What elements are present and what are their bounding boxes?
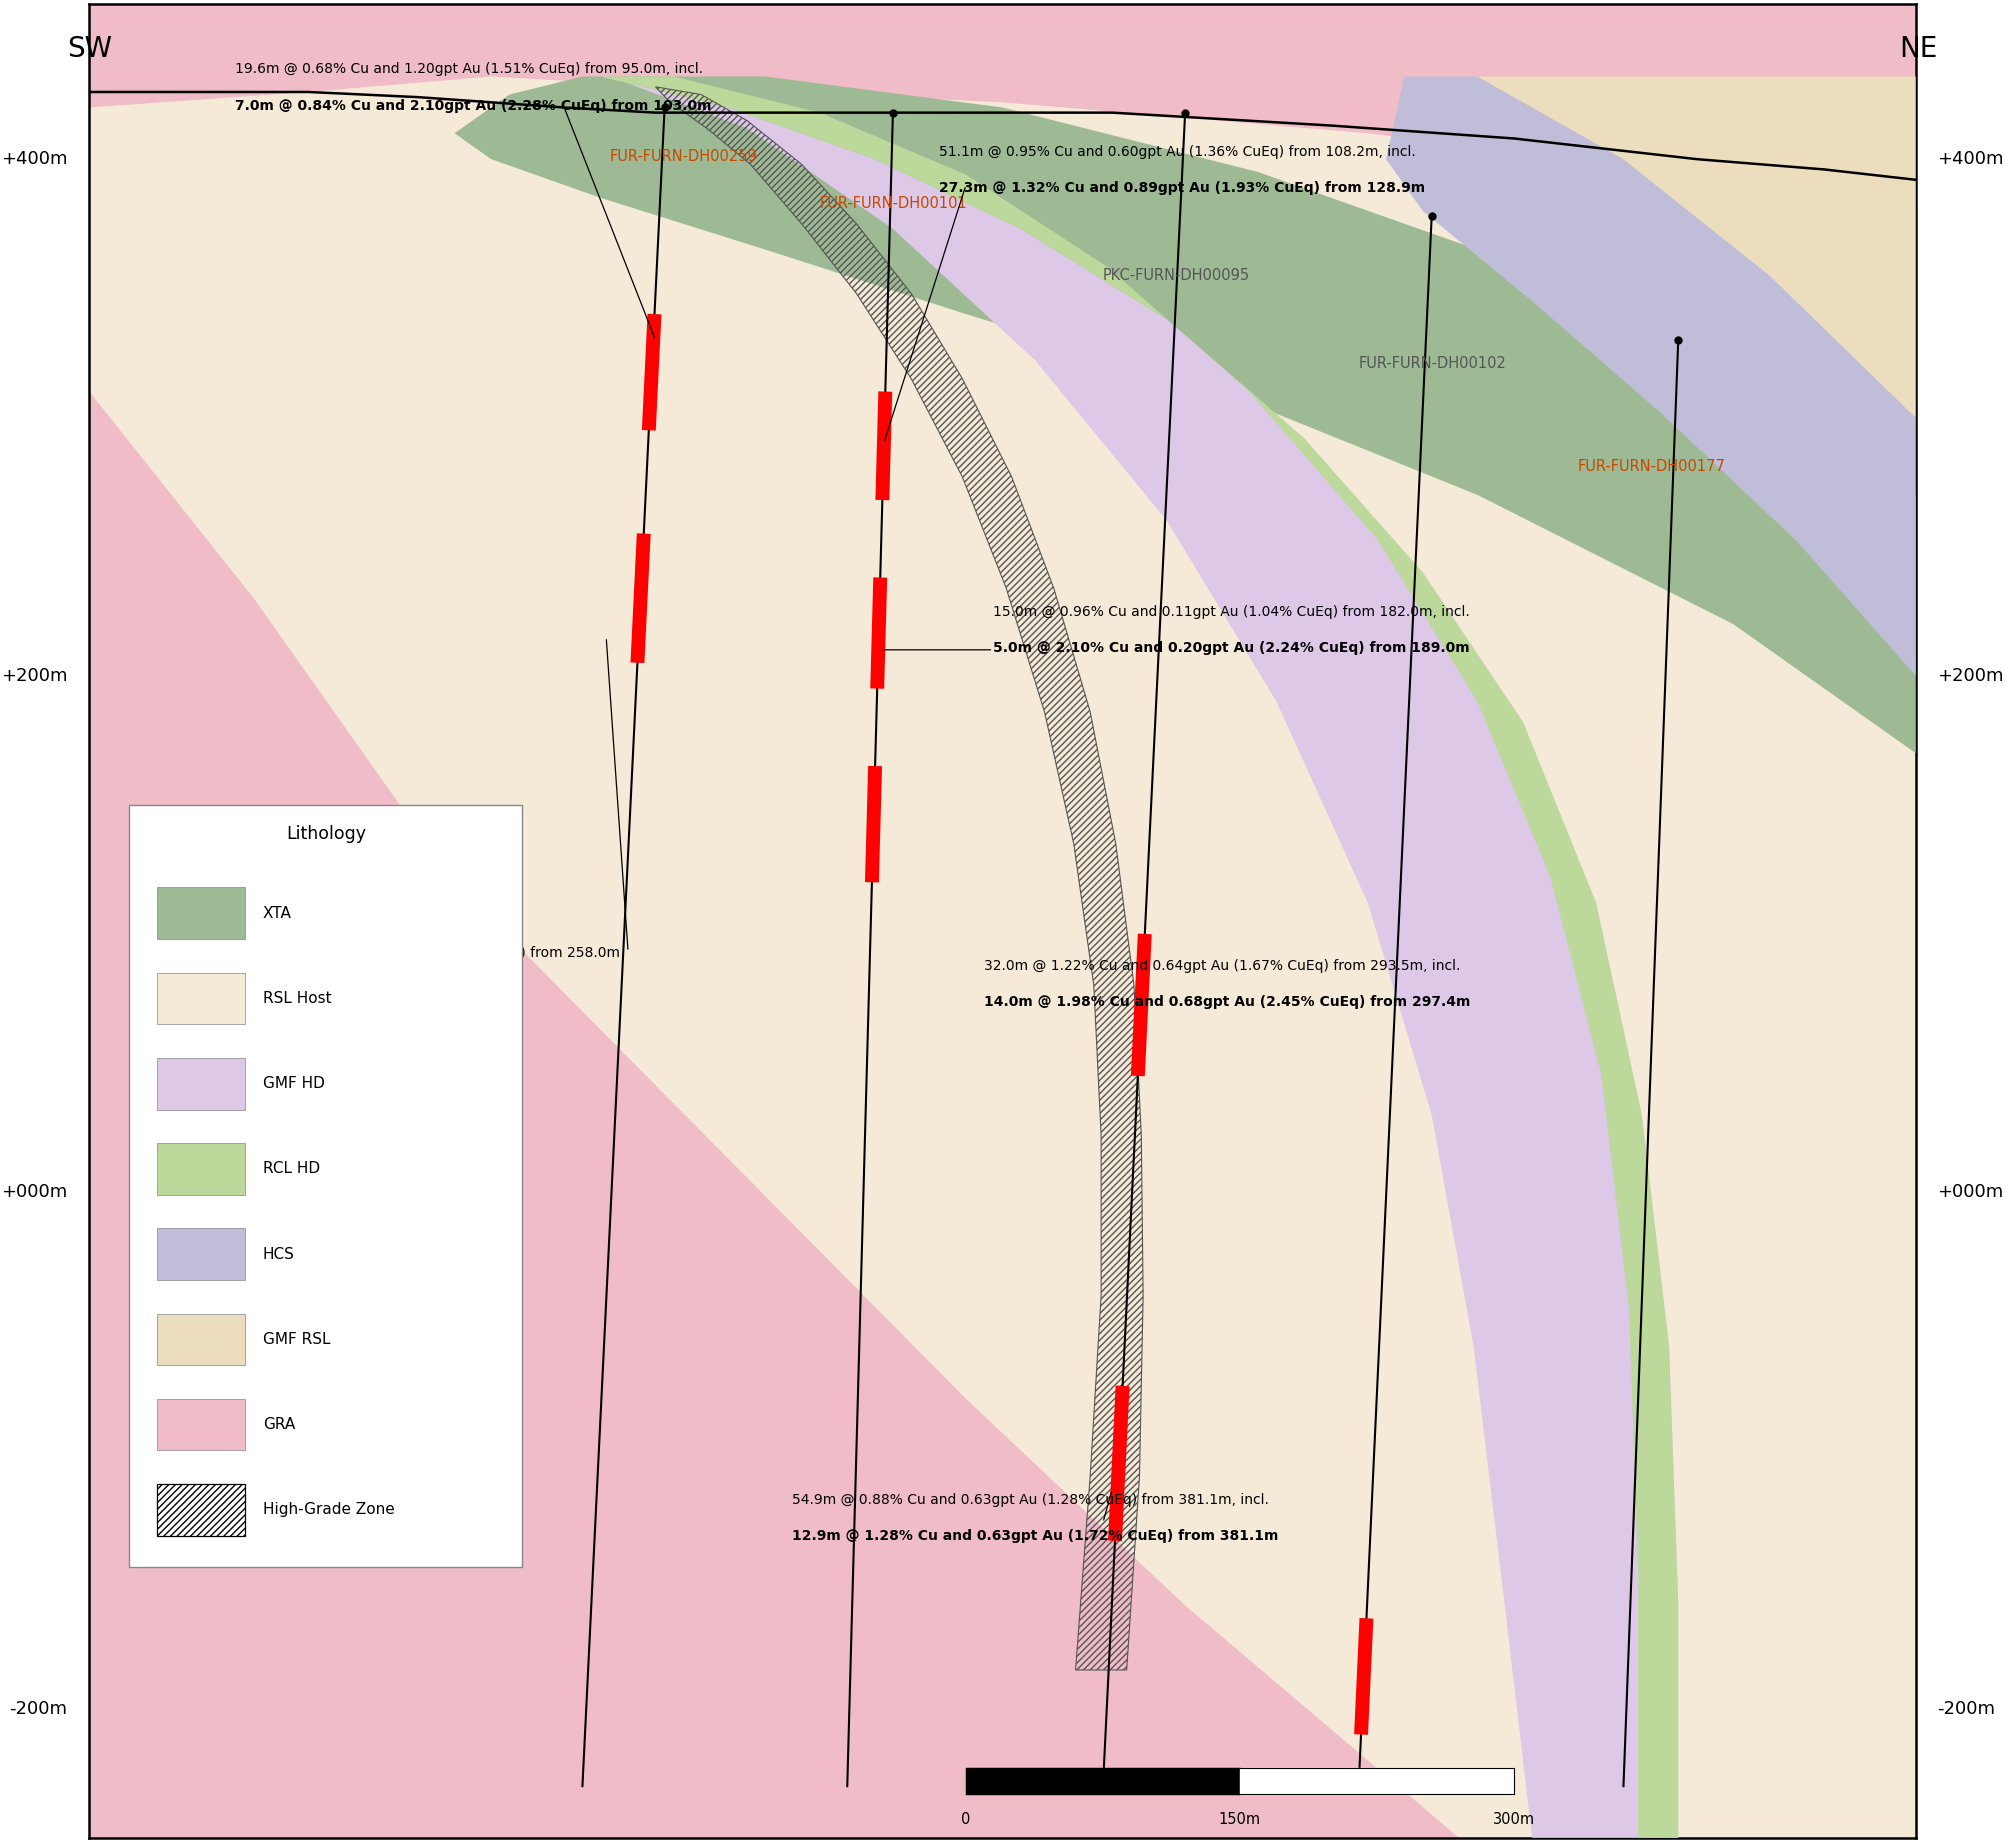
- Polygon shape: [90, 4, 1915, 1838]
- Text: PKC-FURN-DH00095: PKC-FURN-DH00095: [1103, 269, 1249, 284]
- Text: 51.1m @ 0.95% Cu and 0.60gpt Au (1.36% CuEq) from 108.2m, incl.: 51.1m @ 0.95% Cu and 0.60gpt Au (1.36% C…: [938, 146, 1416, 158]
- Text: 54.9m @ 0.88% Cu and 0.63gpt Au (1.28% CuEq) from 381.1m, incl.: 54.9m @ 0.88% Cu and 0.63gpt Au (1.28% C…: [792, 1494, 1269, 1507]
- Text: XTA: XTA: [263, 906, 291, 921]
- Text: 300m: 300m: [1494, 1813, 1536, 1827]
- Text: +200m: +200m: [1937, 667, 2005, 685]
- Text: GRA: GRA: [263, 1416, 295, 1431]
- Bar: [156, 1398, 245, 1450]
- Text: +200m: +200m: [0, 667, 68, 685]
- Text: Lithology: Lithology: [287, 825, 365, 844]
- Bar: [156, 1229, 245, 1280]
- Text: -200m: -200m: [1937, 1700, 1995, 1719]
- Text: 14.0m @ 1.98% Cu and 0.68gpt Au (2.45% CuEq) from 297.4m: 14.0m @ 1.98% Cu and 0.68gpt Au (2.45% C…: [984, 995, 1470, 1009]
- Text: +400m: +400m: [1937, 151, 2005, 168]
- Text: +000m: +000m: [2, 1183, 68, 1201]
- Text: GMF RSL: GMF RSL: [263, 1332, 331, 1347]
- Text: 27.3m @ 1.32% Cu and 0.89gpt Au (1.93% CuEq) from 128.9m: 27.3m @ 1.32% Cu and 0.89gpt Au (1.93% C…: [938, 181, 1426, 195]
- Text: RSL Host: RSL Host: [263, 991, 331, 1006]
- Bar: [156, 888, 245, 939]
- Text: FUR-FURN-DH00102: FUR-FURN-DH00102: [1359, 356, 1506, 370]
- Text: -200m: -200m: [10, 1700, 68, 1719]
- Text: High-Grade Zone: High-Grade Zone: [263, 1503, 395, 1518]
- Bar: [156, 1485, 245, 1536]
- Text: +000m: +000m: [1937, 1183, 2003, 1201]
- Text: 5.0m @ 2.10% Cu and 0.20gpt Au (2.24% CuEq) from 189.0m: 5.0m @ 2.10% Cu and 0.20gpt Au (2.24% Cu…: [992, 641, 1470, 656]
- Polygon shape: [509, 77, 1678, 1838]
- Polygon shape: [1460, 77, 1915, 418]
- Text: 7.0m @ 0.84% Cu and 2.10gpt Au (2.28% CuEq) from 103.0m: 7.0m @ 0.84% Cu and 2.10gpt Au (2.28% Cu…: [235, 99, 712, 112]
- Text: FUR-FURN-DH00259: FUR-FURN-DH00259: [610, 149, 758, 164]
- Text: 19.6m @ 0.68% Cu and 1.20gpt Au (1.51% CuEq) from 95.0m, incl.: 19.6m @ 0.68% Cu and 1.20gpt Au (1.51% C…: [235, 63, 704, 77]
- Text: FUR-FURN-DH00101: FUR-FURN-DH00101: [820, 195, 968, 210]
- Text: GMF HD: GMF HD: [263, 1076, 325, 1090]
- Text: 40.0m @ 0.55% Cu and 0.64gpt Au (0.99% CuEq) from 258.0m: 40.0m @ 0.55% Cu and 0.64gpt Au (0.99% C…: [180, 945, 620, 960]
- Text: RCL HD: RCL HD: [263, 1162, 321, 1177]
- Text: 150m: 150m: [1219, 1813, 1261, 1827]
- Text: 0: 0: [960, 1813, 970, 1827]
- Polygon shape: [602, 77, 1678, 1838]
- Bar: [156, 1057, 245, 1109]
- Text: SW: SW: [68, 35, 112, 63]
- Text: 15.0m @ 0.96% Cu and 0.11gpt Au (1.04% CuEq) from 182.0m, incl.: 15.0m @ 0.96% Cu and 0.11gpt Au (1.04% C…: [992, 604, 1470, 619]
- Polygon shape: [1385, 77, 1915, 676]
- Text: NE: NE: [1899, 35, 1937, 63]
- Bar: [156, 973, 245, 1024]
- Text: 32.0m @ 1.22% Cu and 0.64gpt Au (1.67% CuEq) from 293.5m, incl.: 32.0m @ 1.22% Cu and 0.64gpt Au (1.67% C…: [984, 958, 1460, 973]
- Text: 12.9m @ 1.28% Cu and 0.63gpt Au (1.72% CuEq) from 381.1m: 12.9m @ 1.28% Cu and 0.63gpt Au (1.72% C…: [792, 1529, 1279, 1544]
- Polygon shape: [90, 77, 1915, 1838]
- Bar: [156, 1313, 245, 1365]
- Bar: [156, 1144, 245, 1195]
- Polygon shape: [455, 77, 1915, 753]
- Text: FUR-FURN-DH00177: FUR-FURN-DH00177: [1578, 459, 1726, 473]
- Text: HCS: HCS: [263, 1247, 295, 1262]
- Text: +400m: +400m: [0, 151, 68, 168]
- Bar: [130, 805, 521, 1568]
